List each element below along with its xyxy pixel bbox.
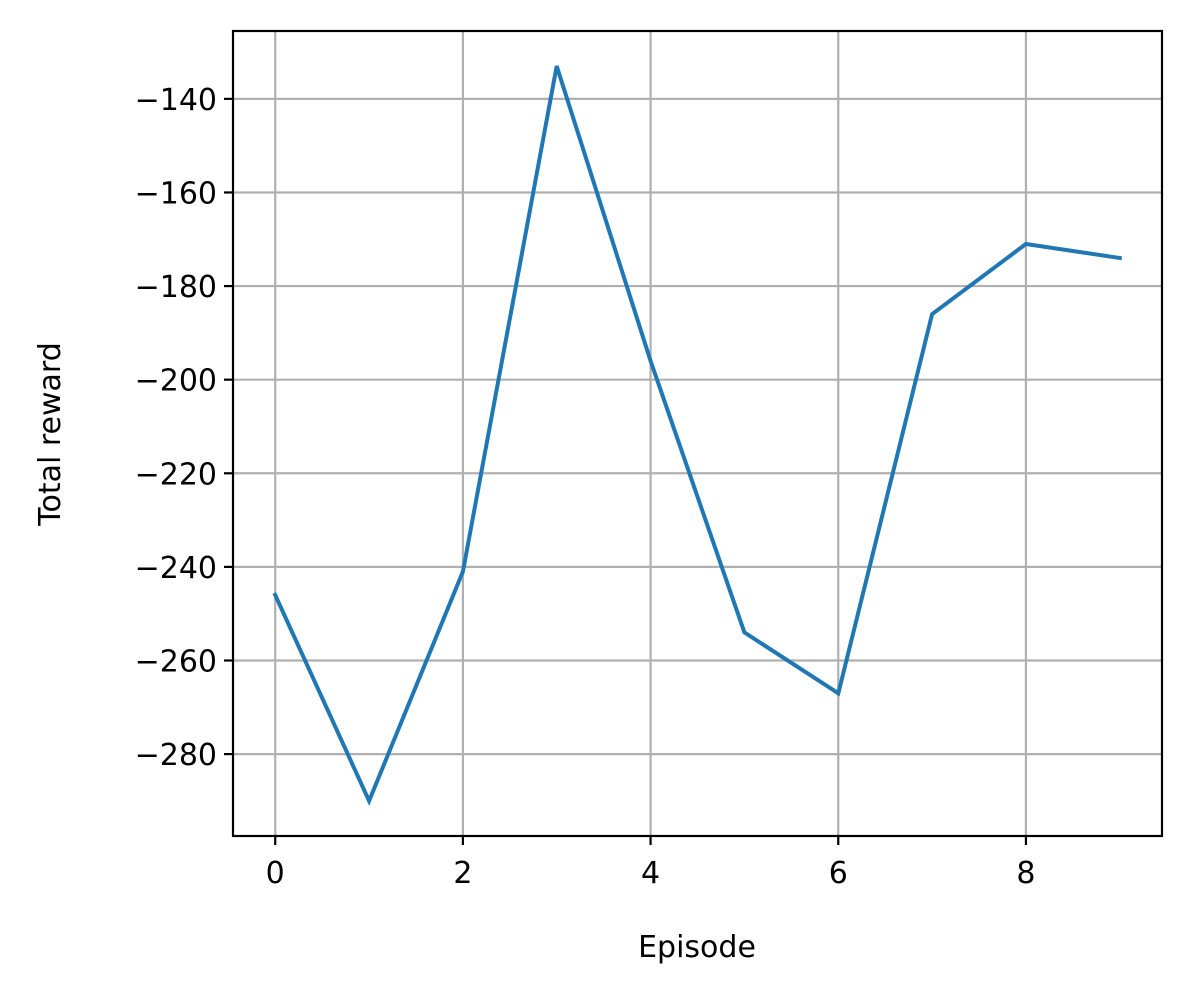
- y-tick-label: −160: [135, 176, 217, 211]
- data-point: [367, 799, 371, 803]
- series-layer: [272, 64, 1123, 806]
- data-point: [836, 691, 840, 695]
- data-point: [649, 359, 653, 363]
- x-tick-label: 0: [266, 856, 285, 891]
- y-tick-label: −260: [135, 644, 217, 679]
- y-axis-ticks: −140 −160 −180 −200 −220 −240 −260 −280: [135, 83, 233, 773]
- data-point: [273, 593, 277, 597]
- plot-frame: [231, 29, 1164, 838]
- x-axis-label: Episode: [638, 930, 756, 965]
- x-tick-label: 4: [641, 856, 660, 891]
- x-axis-ticks: 0 2 4 6 8: [266, 836, 1035, 891]
- y-axis-label: Total reward: [33, 342, 68, 527]
- data-point: [1024, 242, 1028, 246]
- y-tick-label: −180: [135, 270, 217, 305]
- data-point: [1118, 256, 1122, 260]
- y-tick-label: −220: [135, 457, 217, 492]
- x-tick-label: 6: [829, 856, 848, 891]
- x-tick-label: 2: [453, 856, 472, 891]
- data-point: [742, 630, 746, 634]
- grid: [233, 31, 1162, 836]
- data-point: [930, 312, 934, 316]
- y-tick-label: −280: [135, 738, 217, 773]
- y-tick-label: −200: [135, 364, 217, 399]
- series-line: [272, 65, 1123, 806]
- x-tick-label: 8: [1016, 856, 1035, 891]
- y-tick-label: −240: [135, 551, 217, 586]
- data-point: [461, 570, 465, 574]
- data-point: [555, 64, 559, 68]
- y-tick-label: −140: [135, 83, 217, 118]
